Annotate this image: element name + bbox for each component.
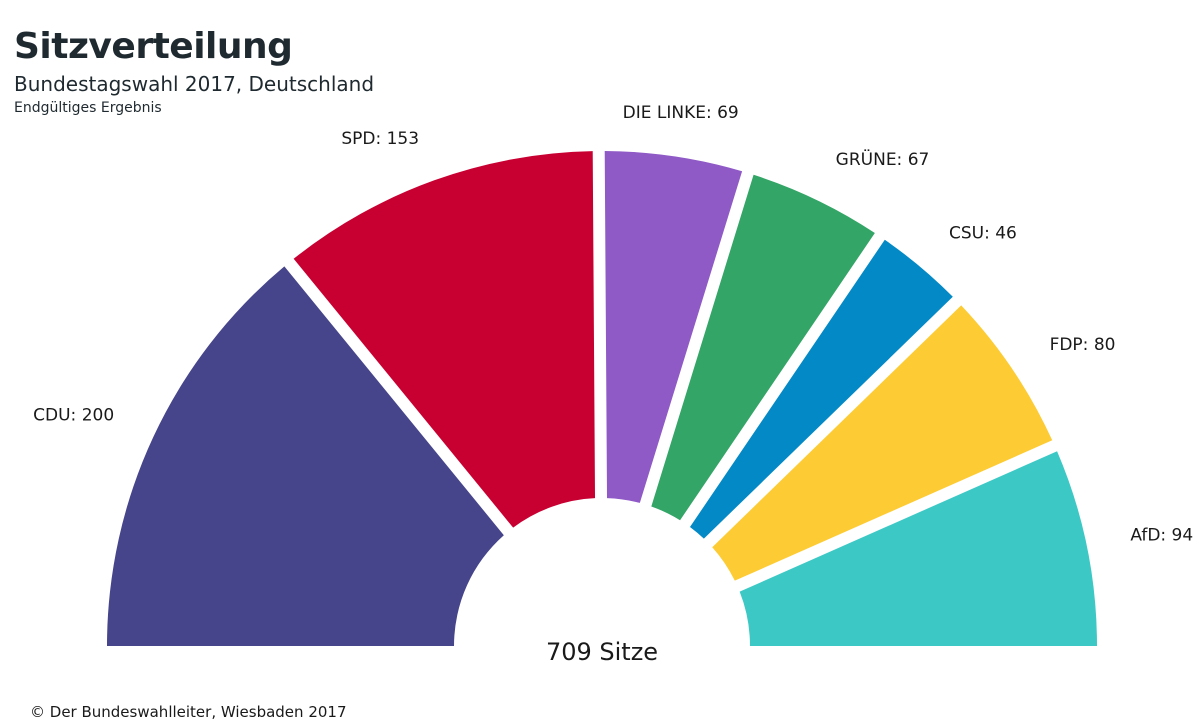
label-csu: CSU: 46 xyxy=(949,223,1017,243)
result-note: Endgültiges Ergebnis xyxy=(14,100,162,116)
chart-segments xyxy=(107,151,1097,646)
label-spd: SPD: 153 xyxy=(341,129,419,149)
total-seats-label: 709 Sitze xyxy=(546,638,658,666)
segment-grüne xyxy=(651,174,875,521)
label-die-linke: DIE LINKE: 69 xyxy=(623,103,739,123)
chart-title: Sitzverteilung xyxy=(14,26,293,67)
label-fdp: FDP: 80 xyxy=(1050,335,1116,355)
chart-subtitle: Bundestagswahl 2017, Deutschland xyxy=(14,72,375,96)
segment-fdp xyxy=(712,305,1053,581)
segment-csu xyxy=(689,239,953,539)
segment-afd xyxy=(739,451,1097,646)
label-afd: AfD: 94 xyxy=(1130,525,1193,545)
segment-cdu xyxy=(107,266,504,646)
chart-labels: CDU: 200 SPD: 153 DIE LINKE: 69 GRÜNE: 67 CS… xyxy=(33,103,1193,546)
copyright-footer: © Der Bundeswahlleiter, Wiesbaden 2017 xyxy=(30,703,347,721)
segment-spd xyxy=(293,151,596,528)
segment-die-linke xyxy=(604,151,743,503)
label-grüne: GRÜNE: 67 xyxy=(836,148,930,170)
label-cdu: CDU: 200 xyxy=(33,405,114,425)
